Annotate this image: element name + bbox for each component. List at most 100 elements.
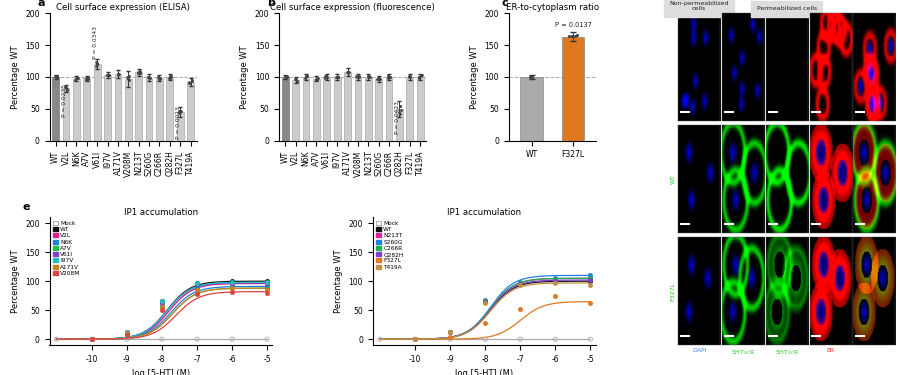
Point <box>260 336 274 342</box>
Point <box>190 336 204 342</box>
Point <box>548 275 562 281</box>
Point <box>373 76 387 82</box>
Point <box>155 307 169 313</box>
Point <box>382 74 397 80</box>
Bar <box>125 79 131 141</box>
Point <box>331 74 346 80</box>
Point <box>80 75 94 81</box>
Point <box>309 76 323 82</box>
Bar <box>63 88 69 141</box>
Point <box>370 76 384 82</box>
Title: IP1 accumulation: IP1 accumulation <box>124 208 198 217</box>
Point <box>371 75 385 81</box>
Point <box>260 287 274 293</box>
Point <box>583 282 598 288</box>
Bar <box>417 77 424 141</box>
Point <box>120 329 134 335</box>
Bar <box>386 77 392 141</box>
X-axis label: Merge: Merge <box>865 348 884 353</box>
Point <box>564 33 579 39</box>
Point <box>583 272 598 278</box>
Point <box>101 72 115 78</box>
Point <box>361 74 375 80</box>
Bar <box>562 37 584 141</box>
Point <box>548 336 562 342</box>
Point <box>141 75 156 81</box>
Point <box>513 279 527 285</box>
Point <box>153 75 167 81</box>
Point <box>352 74 366 80</box>
Bar <box>323 77 330 141</box>
Point <box>155 304 169 310</box>
Point <box>225 285 239 291</box>
Point <box>513 281 527 287</box>
Point <box>122 73 136 79</box>
X-axis label: ER: ER <box>826 348 834 353</box>
Point <box>372 76 386 82</box>
Point <box>443 336 457 342</box>
Point <box>182 80 196 86</box>
Point <box>70 75 85 81</box>
Point <box>70 75 85 81</box>
Y-axis label: Percentage WT: Percentage WT <box>11 249 20 313</box>
Point <box>478 300 492 306</box>
Point <box>85 336 99 342</box>
Bar <box>135 72 142 141</box>
Point <box>190 285 204 291</box>
Point <box>85 336 99 342</box>
Point <box>412 74 427 80</box>
Point <box>162 75 176 81</box>
Point <box>443 334 457 340</box>
Point <box>381 73 395 79</box>
Point <box>50 74 64 80</box>
Point <box>120 329 134 335</box>
Point <box>50 74 64 80</box>
Bar <box>146 78 152 141</box>
Point <box>174 108 188 114</box>
Point <box>548 292 562 298</box>
Point <box>69 75 84 81</box>
Point <box>155 336 169 342</box>
Point <box>260 278 274 284</box>
Point <box>151 74 166 80</box>
Legend: Mock, WT, N213T, S260G, C266R, Q282H, F327L, T419A: Mock, WT, N213T, S260G, C266R, Q282H, F3… <box>375 220 404 270</box>
Point <box>85 336 99 342</box>
Point <box>289 76 303 82</box>
Point <box>361 74 375 80</box>
Point <box>408 336 422 342</box>
Point <box>90 62 104 68</box>
Point <box>190 287 204 293</box>
Point <box>85 336 99 342</box>
Bar <box>365 77 372 141</box>
Point <box>478 297 492 303</box>
Point <box>548 278 562 284</box>
Point <box>392 111 407 117</box>
Point <box>225 280 239 286</box>
Point <box>111 72 125 78</box>
X-axis label: 5HT$_{2C}$R: 5HT$_{2C}$R <box>731 348 755 357</box>
Point <box>121 76 135 82</box>
Text: a: a <box>38 0 45 8</box>
Point <box>331 74 346 80</box>
Point <box>190 280 204 286</box>
Title: IP1 accumulation: IP1 accumulation <box>447 208 521 217</box>
Point <box>280 74 294 80</box>
Point <box>172 108 186 114</box>
Y-axis label: Percentage WT: Percentage WT <box>240 45 249 109</box>
Title: ER-to-cytoplasm ratio: ER-to-cytoplasm ratio <box>506 3 598 12</box>
Point <box>120 332 134 338</box>
Text: P = 0.0013: P = 0.0013 <box>176 106 181 139</box>
Point <box>164 74 178 80</box>
Point <box>443 329 457 335</box>
Point <box>183 80 197 86</box>
Point <box>260 279 274 285</box>
Point <box>513 282 527 288</box>
Point <box>402 74 417 80</box>
Point <box>155 303 169 309</box>
Point <box>59 86 74 92</box>
Point <box>155 299 169 305</box>
Point <box>548 278 562 284</box>
Bar <box>520 77 543 141</box>
Point <box>330 74 345 80</box>
Point <box>402 74 417 80</box>
